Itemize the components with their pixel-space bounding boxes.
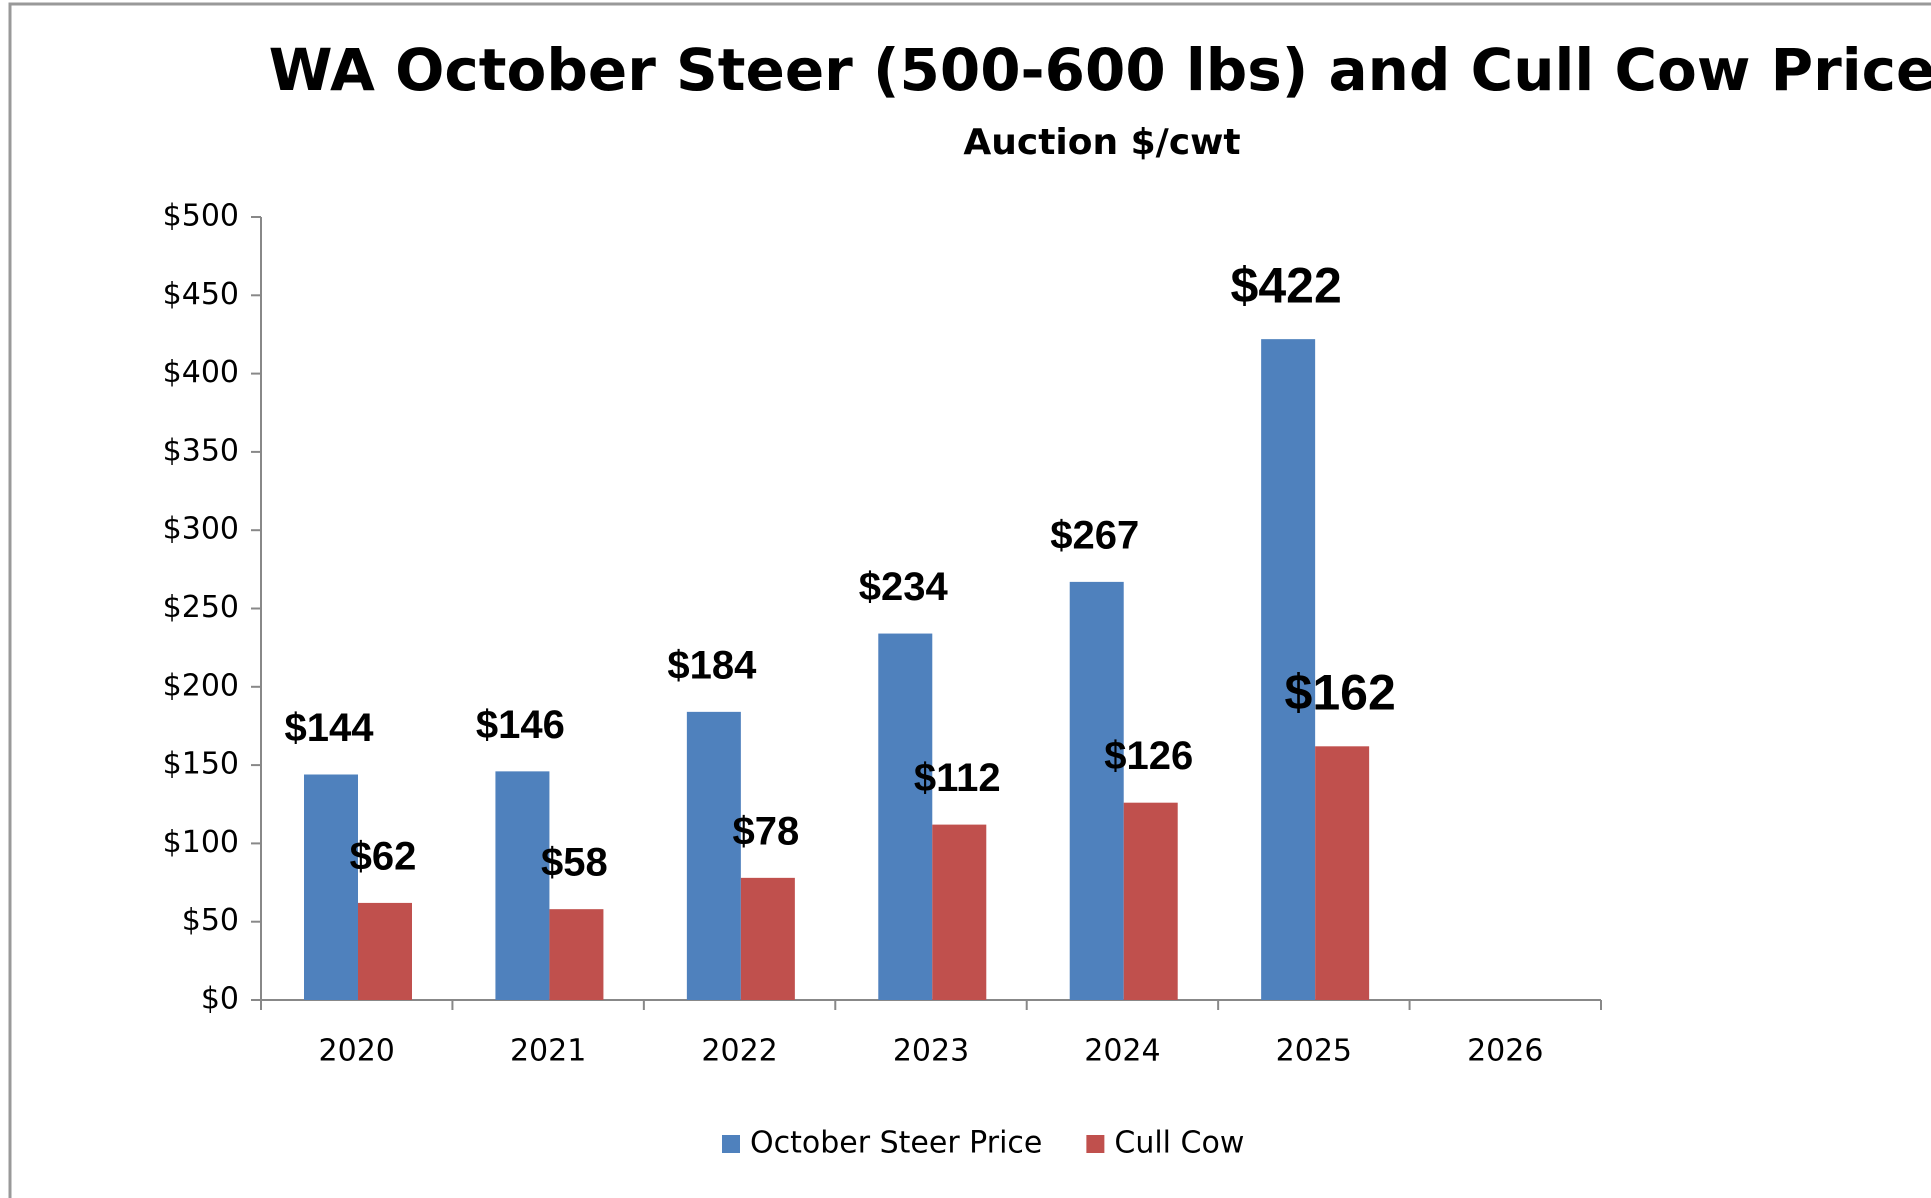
bar [549,909,604,1000]
bar [932,824,987,1000]
value-label: $78 [732,809,799,853]
value-label: $62 [350,834,417,878]
bar [740,877,795,1000]
chart-title: WA October Steer (500-600 lbs) and Cull … [269,36,1931,104]
y-tick-label: $150 [163,747,239,782]
value-label: $184 [667,643,757,687]
bar [1069,581,1124,1000]
y-tick-label: $400 [163,355,239,390]
x-tick-label: 2022 [701,1034,777,1069]
x-tick-label: 2024 [1084,1034,1160,1069]
value-label: $144 [285,706,375,750]
value-label: $267 [1050,513,1139,557]
y-tick-label: $200 [163,668,239,703]
bar [1315,746,1370,1000]
legend-swatch [722,1135,740,1153]
y-tick-label: $250 [163,590,239,625]
bar [1123,802,1178,1000]
chart-subtitle: Auction $/cwt [963,122,1240,163]
value-label: $162 [1285,665,1396,721]
legend-label: Cull Cow [1114,1126,1244,1161]
legend-swatch [1086,1135,1105,1153]
x-tick-label: 2020 [319,1034,395,1069]
legend-label: October Steer Price [750,1126,1042,1161]
y-tick-label: $100 [163,825,239,860]
y-tick-label: $50 [182,903,239,938]
x-tick-label: 2026 [1467,1034,1543,1069]
y-tick-label: $500 [163,199,239,234]
chart-border [8,2,1931,1198]
bar [1261,339,1316,1000]
x-tick-label: 2025 [1276,1034,1352,1069]
bar [304,774,358,1000]
x-tick-label: 2023 [893,1034,969,1069]
bar [495,771,550,1000]
y-tick-label: $0 [201,982,239,1017]
y-tick-label: $300 [163,512,239,547]
value-label: $234 [859,565,949,609]
value-label: $126 [1104,734,1193,778]
y-tick-label: $450 [163,277,239,312]
value-label: $422 [1231,257,1342,313]
bar [686,711,741,1000]
value-label: $112 [914,756,1001,800]
bar [878,633,933,1000]
y-tick-label: $350 [163,433,239,468]
value-label: $146 [476,703,565,747]
value-label: $58 [541,841,608,885]
bar [358,902,412,1000]
x-tick-label: 2021 [510,1034,586,1069]
